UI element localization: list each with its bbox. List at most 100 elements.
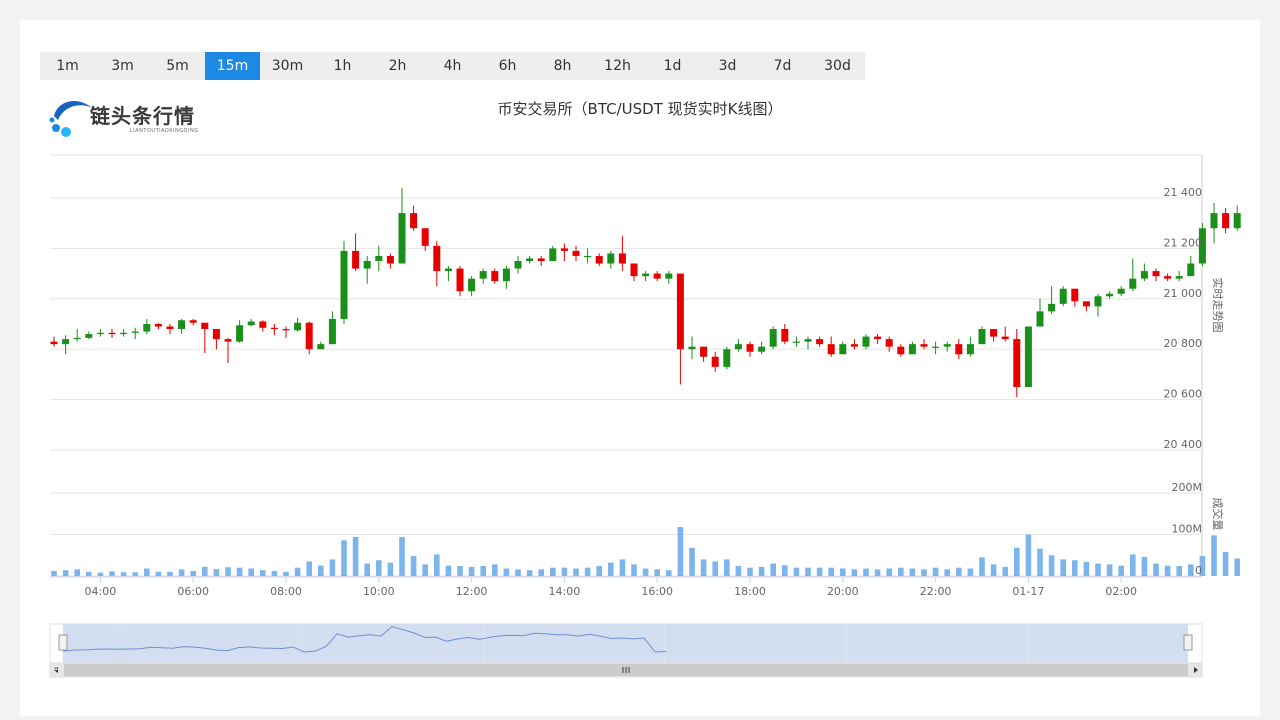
volume-bar bbox=[120, 572, 127, 576]
volume-bar bbox=[874, 569, 881, 576]
candle-body bbox=[421, 228, 429, 246]
candle-body bbox=[537, 258, 545, 261]
price-tick-label: 21 400 bbox=[1164, 186, 1203, 199]
navigator-right-handle[interactable] bbox=[1183, 634, 1193, 651]
x-tick-label: 22:00 bbox=[920, 585, 952, 598]
candle-body bbox=[1106, 293, 1114, 297]
candle-body bbox=[1222, 213, 1230, 229]
candle-body bbox=[386, 255, 394, 264]
interval-button-4h[interactable]: 4h bbox=[443, 58, 462, 74]
scroll-right-arrow-icon[interactable] bbox=[1194, 667, 1198, 673]
candle-body bbox=[676, 273, 684, 350]
volume-bar bbox=[584, 567, 591, 576]
candle-body bbox=[1001, 336, 1009, 340]
candle-body bbox=[734, 344, 742, 350]
interval-button-12h[interactable]: 12h bbox=[604, 58, 631, 74]
candle-body bbox=[212, 329, 220, 340]
candle-body bbox=[595, 255, 603, 264]
volume-bar bbox=[1002, 566, 1008, 576]
candle-body bbox=[154, 324, 162, 327]
candle-body bbox=[943, 344, 951, 347]
x-tick-label: 06:00 bbox=[177, 585, 209, 598]
volume-bar bbox=[538, 569, 544, 576]
volume-bar bbox=[1199, 556, 1206, 576]
logo-subtext: LIANTOUTIAOXINGQING bbox=[130, 128, 199, 134]
volume-bar bbox=[932, 567, 939, 576]
candle-body bbox=[73, 337, 81, 340]
volume-bar bbox=[1083, 561, 1090, 576]
interval-button-30d[interactable]: 30d bbox=[824, 58, 851, 74]
volume-tick-label: 100M bbox=[1172, 523, 1203, 536]
interval-button-8h[interactable]: 8h bbox=[553, 58, 572, 74]
volume-bar bbox=[758, 566, 765, 576]
interval-button-5m[interactable]: 5m bbox=[166, 58, 189, 74]
price-tick-label: 20 400 bbox=[1164, 438, 1203, 451]
x-tick-label: 20:00 bbox=[827, 585, 859, 598]
candle-body bbox=[1036, 311, 1044, 327]
volume-bar bbox=[1037, 548, 1043, 576]
navigator-selection bbox=[63, 624, 1188, 663]
interval-button-1m[interactable]: 1m bbox=[56, 58, 79, 74]
chart-title: 币安交易所（BTC/USDT 现货实时K线图） bbox=[497, 100, 783, 118]
interval-button-3m[interactable]: 3m bbox=[111, 58, 134, 74]
interval-button-1d[interactable]: 1d bbox=[663, 58, 682, 74]
scroll-left-arrow-icon[interactable] bbox=[54, 667, 58, 673]
volume-bar bbox=[376, 560, 382, 576]
candle-body bbox=[711, 356, 719, 367]
candle-body bbox=[1175, 276, 1183, 279]
interval-button-1h[interactable]: 1h bbox=[333, 58, 352, 74]
volume-bar bbox=[283, 571, 289, 576]
candle-body bbox=[653, 273, 661, 279]
volume-bar bbox=[225, 567, 231, 576]
interval-button-6h[interactable]: 6h bbox=[498, 58, 517, 74]
volume-bar bbox=[654, 569, 660, 576]
volume-bar bbox=[816, 567, 823, 576]
candle-body bbox=[1094, 296, 1102, 307]
candle-body bbox=[224, 339, 232, 342]
volume-bar bbox=[329, 559, 336, 576]
volume-bar bbox=[97, 572, 104, 576]
volume-bar bbox=[526, 570, 533, 576]
candle-body bbox=[897, 346, 905, 355]
candle-body bbox=[328, 318, 336, 345]
volume-bar bbox=[1072, 560, 1078, 576]
candle-body bbox=[1117, 288, 1125, 294]
candle-body bbox=[1140, 271, 1148, 279]
navigator-series-line bbox=[62, 626, 667, 653]
interval-button-3d[interactable]: 3d bbox=[718, 58, 737, 74]
volume-bar bbox=[677, 527, 684, 576]
candle-body bbox=[294, 322, 302, 331]
candle-body bbox=[444, 268, 452, 272]
candle-body bbox=[874, 336, 882, 340]
candle-body bbox=[62, 339, 70, 345]
volume-bar bbox=[260, 570, 266, 576]
volume-bar bbox=[1106, 564, 1113, 576]
candle-body bbox=[131, 331, 139, 333]
navigator-left-handle[interactable] bbox=[58, 634, 68, 651]
interval-button-15m[interactable]: 15m bbox=[205, 52, 260, 80]
candle-body bbox=[398, 213, 406, 264]
volume-bar bbox=[886, 568, 892, 576]
candle-body bbox=[839, 344, 847, 355]
logo-mark-icon bbox=[49, 101, 92, 137]
interval-button-30m[interactable]: 30m bbox=[271, 58, 304, 74]
x-tick-label: 04:00 bbox=[85, 585, 117, 598]
volume-bar bbox=[921, 569, 927, 576]
candle-body bbox=[1024, 326, 1032, 387]
candle-body bbox=[769, 329, 777, 347]
volume-bar bbox=[445, 565, 452, 576]
volume-axis-title: 成交量 bbox=[1211, 498, 1225, 531]
candle-body bbox=[456, 268, 464, 292]
candle-body bbox=[96, 332, 104, 335]
volume-bar bbox=[271, 571, 278, 576]
candle-body bbox=[50, 341, 58, 345]
volume-bar bbox=[236, 567, 243, 576]
volume-tick-label: 200M bbox=[1172, 481, 1203, 494]
logo: 链头条行情 LIANTOUTIAOXINGQING bbox=[48, 92, 218, 140]
interval-button-2h[interactable]: 2h bbox=[388, 58, 407, 74]
candle-body bbox=[410, 213, 418, 229]
price-axis-title: 实时走势图 bbox=[1211, 278, 1225, 333]
candle-body bbox=[630, 263, 638, 277]
candle-body bbox=[1048, 303, 1056, 312]
interval-button-7d[interactable]: 7d bbox=[773, 58, 792, 74]
